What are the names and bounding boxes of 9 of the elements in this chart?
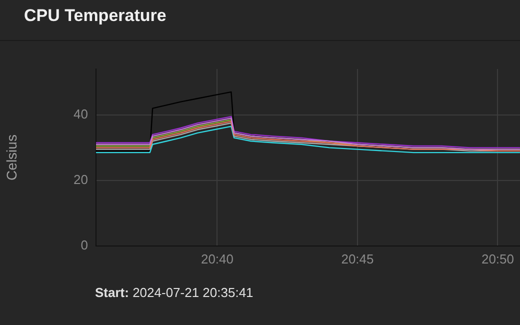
y-axis-title: Celsius — [3, 134, 20, 180]
text: Start: 2024-07-21 20:35:41 — [95, 285, 254, 300]
x-tick-label: 20:45 — [341, 251, 374, 266]
x-tick-label: 20:40 — [200, 251, 234, 266]
chart-title: CPU Temperature — [24, 6, 166, 26]
y-tick-label: 20 — [74, 172, 88, 188]
y-tick-label: 40 — [74, 106, 88, 122]
x-tick-label: 20:50 — [481, 251, 514, 266]
y-tick-label: 0 — [80, 238, 88, 253]
